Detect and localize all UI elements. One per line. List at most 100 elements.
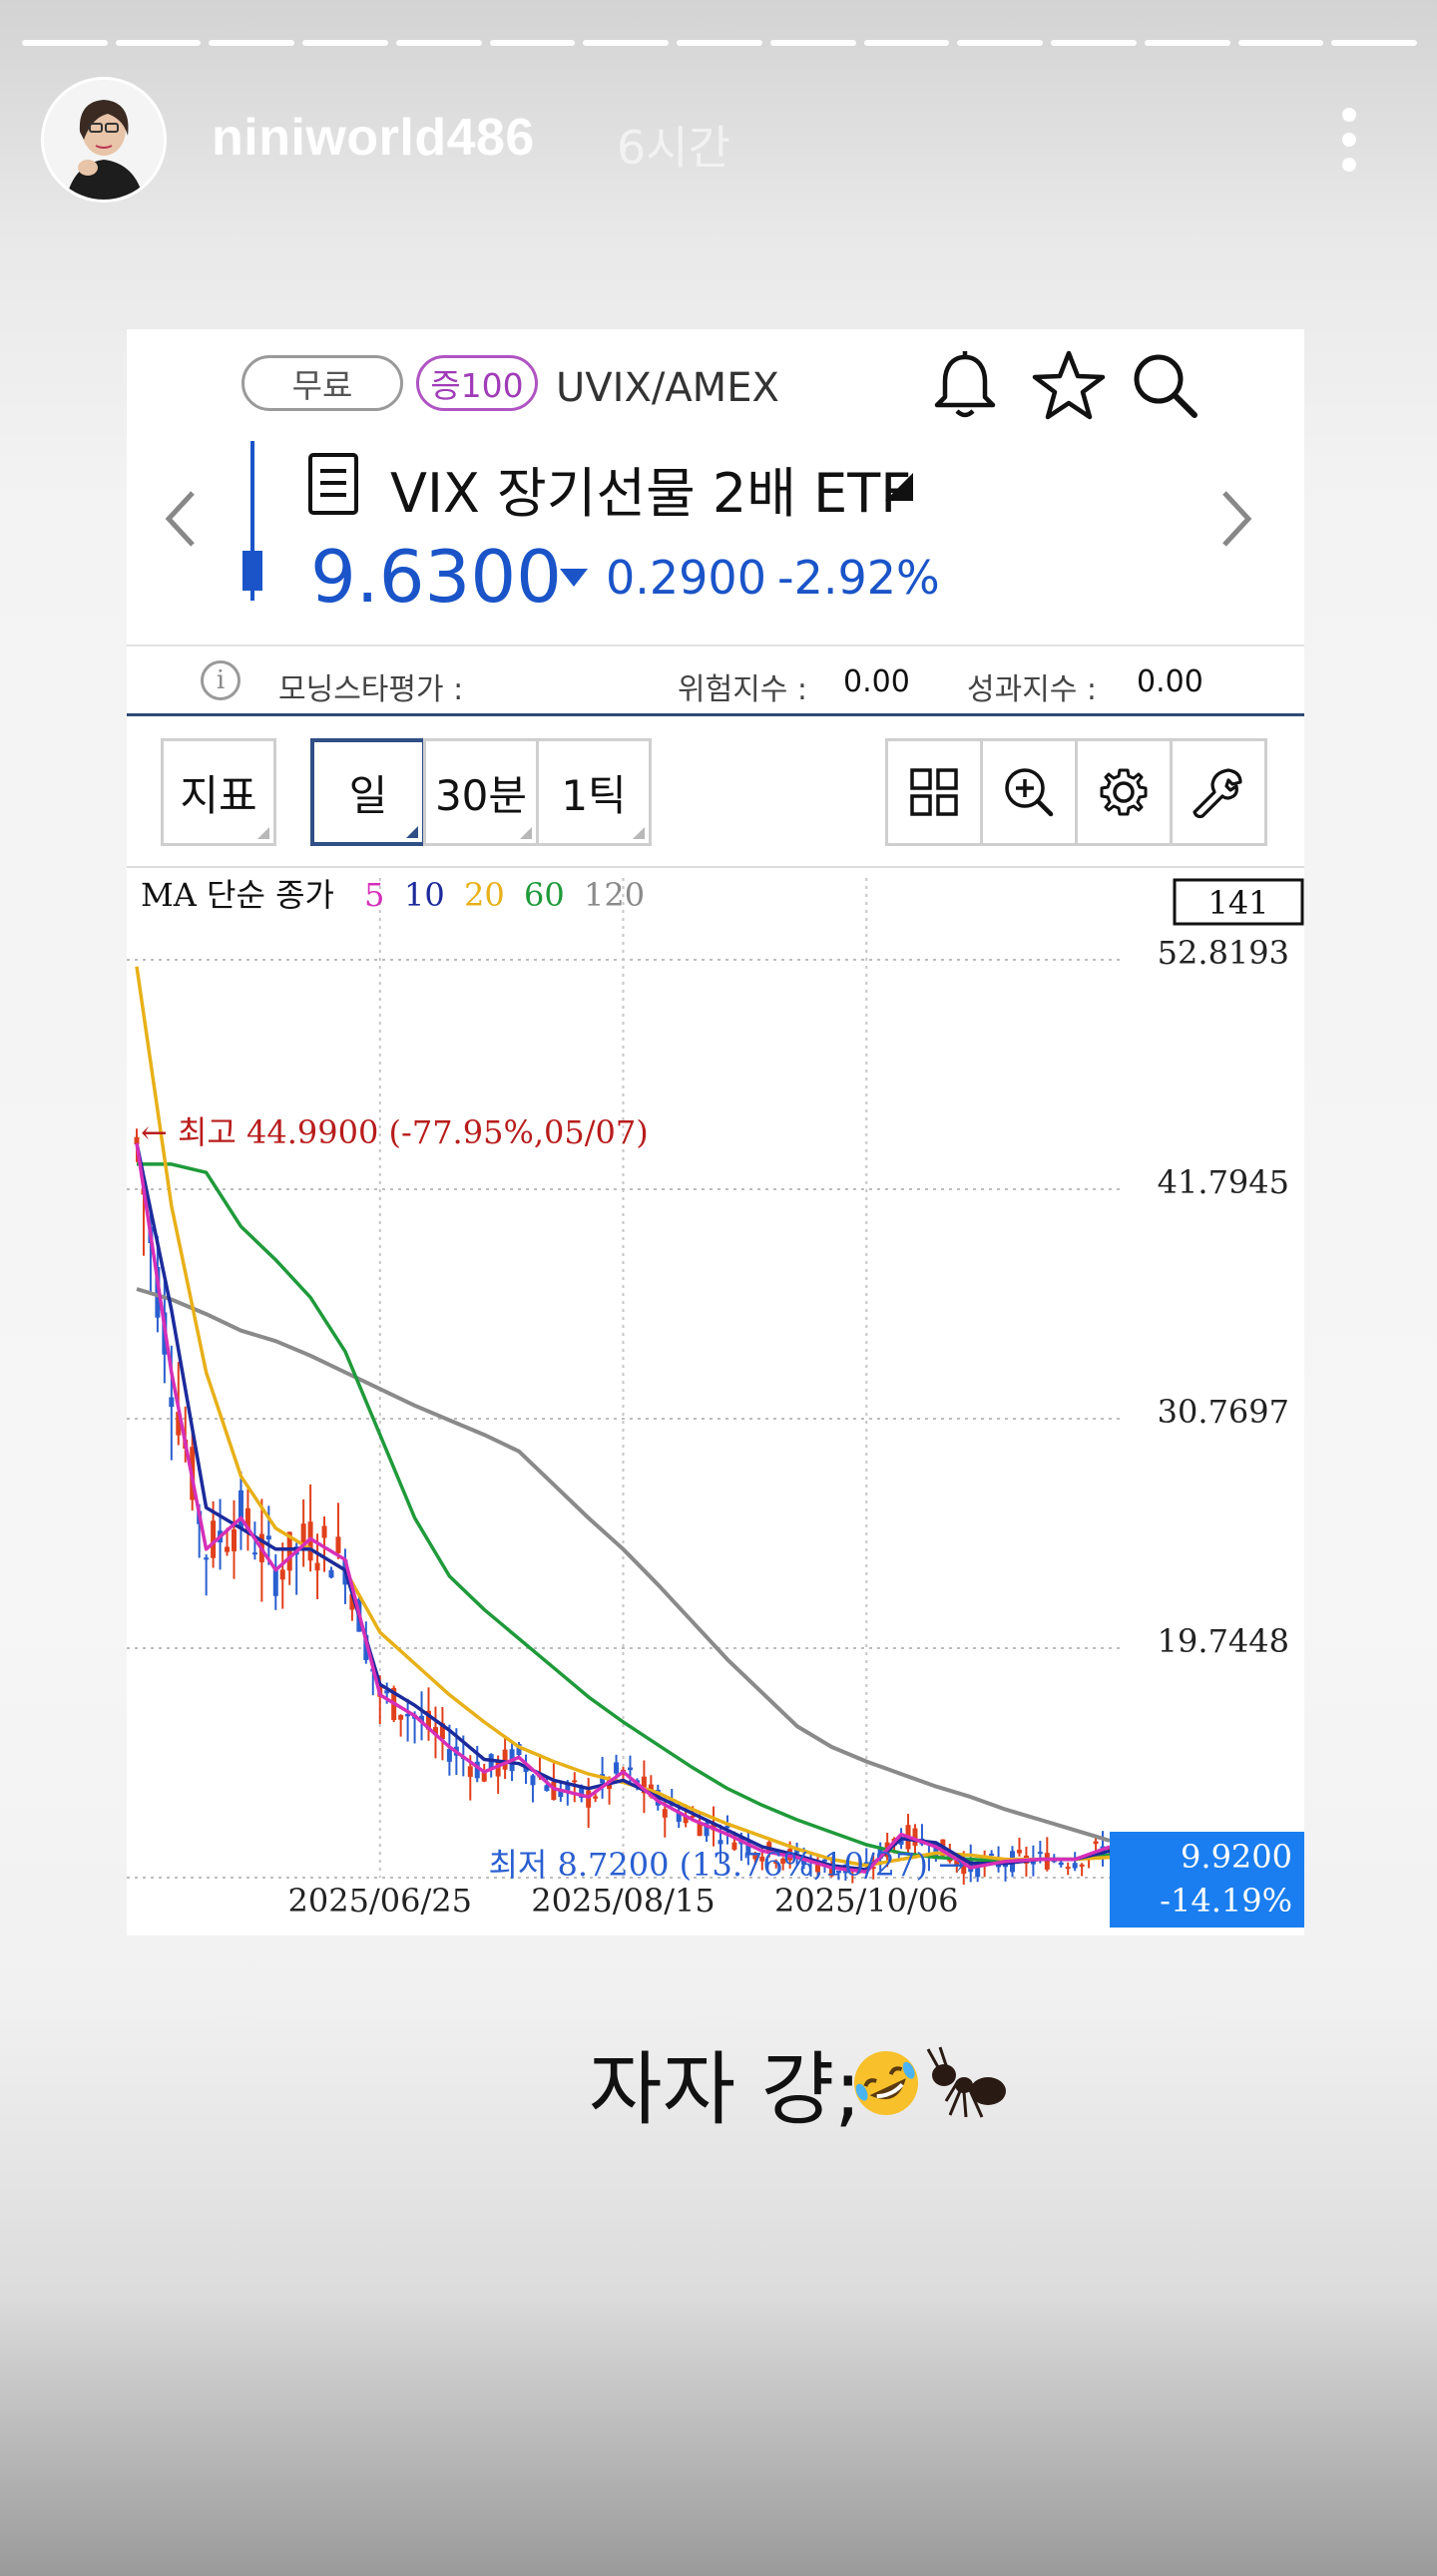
previous-stock-chevron-icon[interactable] xyxy=(155,479,205,559)
candle-body xyxy=(586,1790,592,1808)
ma-legend-10: 10 xyxy=(404,876,445,914)
period-30min-button[interactable]: 30분 xyxy=(423,738,539,846)
wrench-icon xyxy=(1193,768,1242,819)
avatar[interactable] xyxy=(44,80,164,200)
candle-body xyxy=(697,1823,703,1837)
candle-body xyxy=(614,1762,620,1774)
candle-body xyxy=(439,1723,445,1740)
candle-body xyxy=(641,1776,647,1794)
ma-60-line xyxy=(137,1162,1111,1864)
zoom-in-icon xyxy=(1005,768,1054,817)
more-options-button[interactable] xyxy=(1331,100,1367,180)
low-annotation: 최저 8.7200 (13.76%,10/27) → xyxy=(488,1846,965,1884)
corner-triangle-icon xyxy=(633,827,645,839)
story-progress-bar xyxy=(22,40,1418,46)
corner-triangle-icon xyxy=(406,826,418,838)
candle-body xyxy=(718,1840,723,1845)
progress-segment xyxy=(583,40,670,46)
story-caption: 자자 걍; xyxy=(589,2043,862,2136)
favorite-star-icon[interactable] xyxy=(1029,345,1109,425)
candle-body xyxy=(272,1566,278,1596)
period-1tick-label: 1틱 xyxy=(561,770,627,820)
settings-button[interactable] xyxy=(1075,738,1173,846)
indicator-button[interactable]: 지표 xyxy=(161,738,276,846)
ma-legend-60: 60 xyxy=(524,876,565,914)
candle-body xyxy=(467,1766,473,1777)
progress-segment xyxy=(1237,40,1324,46)
period-1tick-button[interactable]: 1틱 xyxy=(536,738,652,846)
current-price: 9.6300 xyxy=(310,535,562,619)
candle-body xyxy=(912,1828,918,1847)
period-day-label: 일 xyxy=(348,770,388,820)
candle-body xyxy=(752,1854,758,1860)
candle-body xyxy=(328,1569,334,1578)
progress-segment xyxy=(863,40,950,46)
progress-segment xyxy=(22,40,108,46)
candle-body xyxy=(204,1557,210,1560)
candle-body xyxy=(211,1520,217,1558)
next-stock-chevron-icon[interactable] xyxy=(1212,479,1262,559)
margin-badge: 증100 xyxy=(416,355,538,411)
ma-legend-prefix: MA 단순 종가 xyxy=(141,876,334,914)
candle-body xyxy=(933,1843,939,1859)
zoom-in-button[interactable] xyxy=(980,738,1078,846)
username[interactable]: niniworld486 xyxy=(212,109,535,167)
candle-body xyxy=(954,1860,960,1866)
candle-body xyxy=(502,1749,508,1770)
progress-segment xyxy=(677,40,762,46)
candle-body xyxy=(176,1412,182,1436)
candle-body xyxy=(432,1727,438,1735)
candle-body xyxy=(169,1397,175,1408)
candle-body xyxy=(989,1853,995,1856)
ma-legend-5: 5 xyxy=(364,876,384,914)
candle-body xyxy=(593,1796,599,1799)
candle-body xyxy=(565,1785,571,1793)
candle-body xyxy=(724,1825,730,1829)
price-chart[interactable]: 52.8193 41.7945 30.7697 19.7448 2025/06/25 20… xyxy=(127,866,1304,1937)
candle-body xyxy=(307,1521,313,1561)
candle-body xyxy=(251,1552,257,1555)
candle-body xyxy=(335,1536,341,1553)
document-icon[interactable] xyxy=(306,451,362,517)
candle-body xyxy=(1065,1867,1071,1870)
candle-body xyxy=(426,1710,431,1730)
progress-segment xyxy=(209,40,295,46)
period-day-button[interactable]: 일 xyxy=(310,738,426,846)
candle-body xyxy=(300,1523,306,1548)
ma-10-line xyxy=(135,1142,1111,1872)
ant-emoji-icon xyxy=(926,2046,1006,2118)
chart-canvas[interactable]: 52.8193 41.7945 30.7697 19.7448 2025/06/25 20… xyxy=(127,868,1304,1937)
risk-label: 위험지수 : xyxy=(678,672,808,707)
candle-body xyxy=(704,1822,710,1837)
ma-120-line xyxy=(136,1287,1111,1843)
info-icon[interactable]: i xyxy=(201,660,240,700)
progress-segment xyxy=(302,40,388,46)
candle-body xyxy=(244,1507,250,1532)
post-time: 6시간 xyxy=(617,121,730,175)
bar-count-box xyxy=(1173,878,1304,926)
search-icon[interactable] xyxy=(1125,345,1204,425)
candle-body xyxy=(225,1546,231,1552)
tools-button[interactable] xyxy=(1170,738,1267,846)
candle-body xyxy=(572,1780,578,1783)
candle-body xyxy=(495,1760,501,1777)
candle-body xyxy=(1079,1864,1085,1867)
candle-body xyxy=(551,1781,557,1801)
candle-body xyxy=(238,1490,243,1529)
last-change-label: -14.19% xyxy=(1160,1882,1292,1920)
more-dot-icon xyxy=(1342,108,1356,122)
bell-icon[interactable] xyxy=(925,345,1005,425)
candle-body xyxy=(232,1529,237,1551)
stock-name: VIX 장기선물 2배 ETF xyxy=(390,462,912,525)
risk-value: 0.00 xyxy=(843,664,910,699)
progress-segment xyxy=(1051,40,1137,46)
y-tick-label: 41.7945 xyxy=(1158,1163,1289,1201)
progress-segment xyxy=(769,40,856,46)
more-dot-icon xyxy=(1342,158,1356,172)
candle-body xyxy=(794,1848,800,1854)
candle-body xyxy=(975,1862,981,1878)
layout-grid-button[interactable] xyxy=(885,738,983,846)
stock-dropdown-icon[interactable] xyxy=(885,473,913,501)
performance-value: 0.00 xyxy=(1137,664,1203,699)
